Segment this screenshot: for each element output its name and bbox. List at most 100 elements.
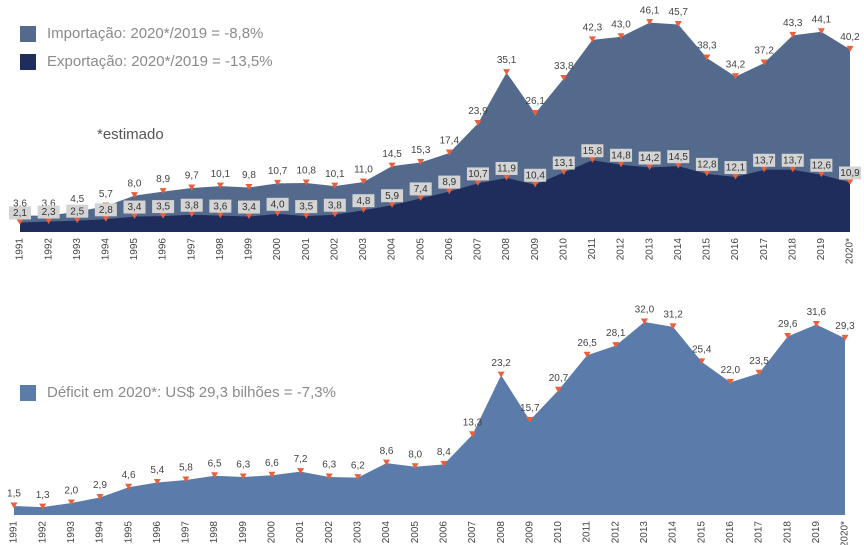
label-box [839, 166, 861, 180]
x-tick-label: 2018 [782, 521, 793, 544]
value-label: 46,1 [640, 5, 660, 16]
marker [674, 162, 682, 169]
value-label: 10,9 [840, 168, 860, 179]
value-label: 11,9 [497, 164, 516, 175]
label-box [94, 203, 117, 217]
marker [503, 174, 511, 181]
marker [67, 499, 75, 506]
x-tick-label: 2009 [524, 521, 535, 544]
marker [39, 503, 47, 510]
x-tick-label: 1996 [158, 238, 169, 261]
x-tick-label: 2003 [353, 521, 364, 544]
x-tick-label: 2000 [267, 521, 278, 544]
marker [130, 213, 138, 220]
x-tick-label: 2018 [787, 238, 798, 261]
value-label: 29,6 [778, 319, 798, 330]
marker [617, 161, 625, 168]
marker [640, 318, 648, 325]
label-box [466, 167, 489, 181]
marker [153, 478, 161, 485]
marker [846, 178, 854, 185]
value-label: 20,7 [549, 373, 569, 384]
marker [841, 334, 849, 341]
marker [588, 156, 596, 163]
value-label: 8,0 [128, 178, 142, 189]
marker [674, 20, 682, 27]
x-tick-label: 2014 [673, 238, 684, 261]
x-tick-label: 2019 [816, 238, 827, 261]
marker [354, 474, 362, 481]
label-box [495, 161, 518, 175]
value-label: 3,5 [299, 202, 313, 213]
x-tick-label: 2017 [759, 238, 770, 261]
legend-label: Déficit em 2020*: US$ 29,3 bilhões = -7,… [47, 384, 336, 401]
value-label: 7,4 [414, 184, 428, 195]
value-label: 2,1 [13, 208, 27, 219]
marker [359, 206, 367, 213]
marker [302, 212, 310, 219]
label-box [237, 200, 260, 214]
x-tick-label: 2007 [467, 521, 478, 544]
legend-label: Importação: 2020*/2019 = -8,8% [47, 25, 263, 42]
x-tick-label: 2003 [358, 238, 369, 261]
value-label: 10,8 [296, 166, 316, 177]
value-label: 8,4 [437, 447, 451, 458]
value-label: 3,4 [128, 202, 142, 213]
label-box [381, 189, 404, 203]
marker [646, 19, 654, 26]
x-tick-label: 1991 [9, 521, 20, 544]
marker [102, 215, 110, 222]
marker [726, 378, 734, 385]
x-tick-label: 1992 [37, 521, 48, 544]
value-label: 5,4 [150, 465, 164, 476]
label-box [581, 144, 604, 158]
legend-swatch [20, 26, 36, 42]
x-tick-label: 2015 [702, 238, 713, 261]
value-label: 10,1 [211, 169, 231, 180]
marker [331, 211, 339, 218]
value-label: 12,1 [726, 163, 746, 174]
value-label: 2,9 [93, 480, 107, 491]
marker [239, 473, 247, 480]
marker [130, 192, 138, 199]
marker [388, 162, 396, 169]
value-label: 8,9 [156, 174, 170, 185]
value-label: 34,2 [726, 59, 746, 70]
value-label: 4,6 [122, 470, 136, 481]
value-label: 3,5 [156, 202, 170, 213]
label-box [552, 156, 575, 170]
x-tick-label: 2020* [845, 238, 856, 264]
value-label: 23,9 [468, 106, 488, 117]
label-box [66, 204, 89, 218]
marker [560, 74, 568, 81]
value-label: 12,6 [812, 160, 832, 171]
label-box [9, 206, 31, 220]
label-box [152, 200, 175, 214]
value-label: 2,5 [70, 206, 84, 217]
value-label: 10,1 [325, 169, 345, 180]
value-label: 23,5 [749, 356, 769, 367]
value-label: 1,3 [36, 490, 50, 501]
x-tick-label: 2008 [496, 521, 507, 544]
value-label: 3,6 [213, 201, 227, 212]
x-tick-label: 1997 [186, 238, 197, 261]
value-label: 15,7 [520, 403, 540, 414]
label-box [266, 197, 289, 211]
label-box [695, 157, 718, 171]
value-label: 3,8 [328, 200, 342, 211]
x-tick-label: 1991 [15, 238, 26, 261]
marker [588, 36, 596, 43]
x-tick-label: 2020* [840, 521, 851, 545]
x-tick-label: 1997 [181, 521, 192, 544]
marker [411, 463, 419, 470]
value-label: 12,8 [697, 160, 717, 171]
x-tick-label: 2001 [295, 521, 306, 544]
marker [211, 472, 219, 479]
value-label: 38,3 [697, 41, 717, 52]
value-label: 37,2 [754, 46, 774, 57]
value-label: 9,7 [185, 171, 199, 182]
marker [474, 179, 482, 186]
x-tick-label: 2008 [501, 238, 512, 261]
legend-swatch [20, 54, 36, 70]
